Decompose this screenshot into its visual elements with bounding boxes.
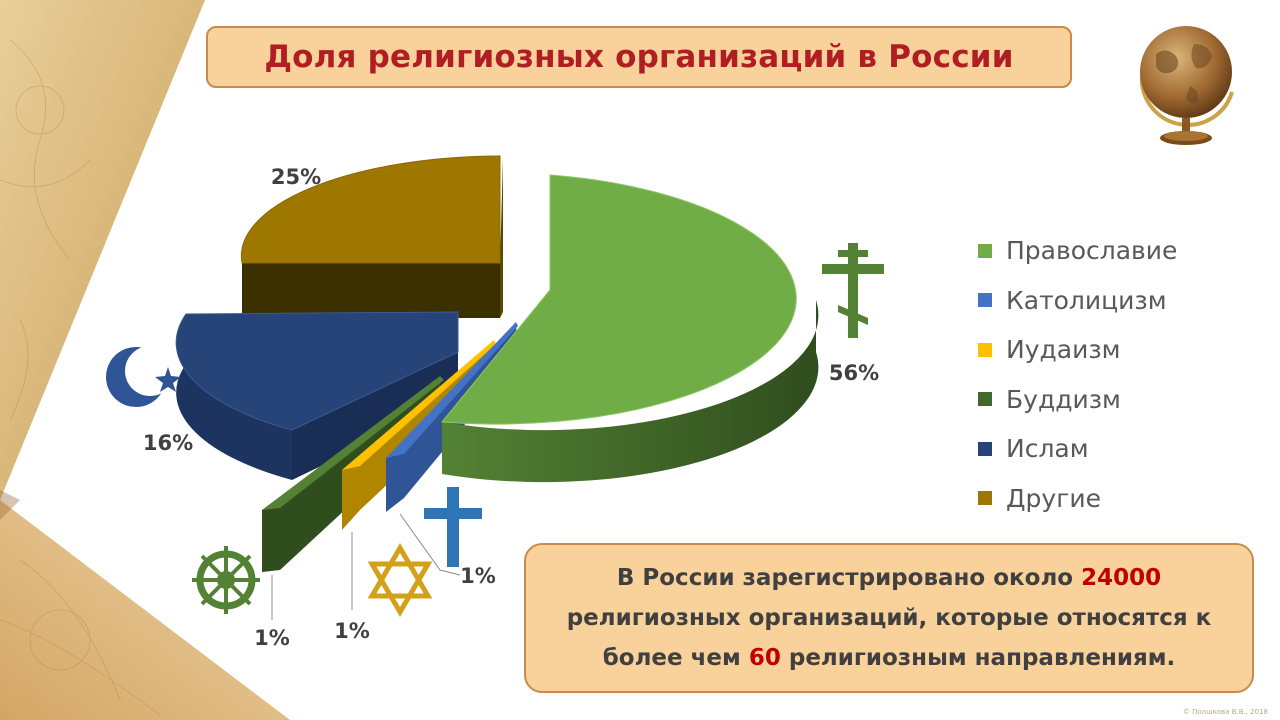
organizations-count: 24000 [1081, 565, 1162, 591]
legend-swatch [978, 243, 992, 258]
legend-item-drugie: Другие [978, 474, 1177, 524]
info-text-part1: В России зарегистрировано около [616, 565, 1082, 591]
leader-lines [271, 513, 461, 620]
data-label-buddhism: 1% [254, 626, 290, 650]
info-text: В России зарегистрировано около 24000 ре… [526, 558, 1252, 678]
title-banner: Доля религиозных организаций в России [206, 26, 1072, 88]
data-label-islam: 16% [143, 431, 193, 455]
directions-count: 60 [748, 645, 781, 671]
dharma-wheel-icon [192, 546, 260, 614]
copyright-text: © Полшкова В.В., 2018 [1182, 708, 1268, 716]
page-title: Доля религиозных организаций в России [264, 39, 1014, 75]
data-label-drugie: 25% [271, 165, 321, 189]
globe-icon [1139, 26, 1234, 145]
legend-item-buddhism: Буддизм [978, 375, 1177, 425]
legend-swatch [978, 392, 992, 407]
slice-orthodoxy [441, 174, 819, 483]
legend-swatch [978, 441, 992, 456]
legend-swatch [978, 342, 992, 357]
data-label-catholicism: 1% [460, 564, 496, 588]
chart-legend: Православие Католицизм Иудаизм Буддизм И… [978, 226, 1177, 523]
legend-label: Католицизм [1006, 285, 1167, 315]
legend-swatch [978, 293, 992, 308]
legend-label: Иудаизм [1006, 335, 1121, 365]
latin-cross-icon [424, 487, 482, 567]
legend-item-judaism: Иудаизм [978, 325, 1177, 375]
info-text-part2: религиозных организаций, которые относят… [566, 605, 1212, 671]
legend-label: Православие [1006, 236, 1178, 266]
orthodox-cross-icon [822, 243, 884, 338]
legend-swatch [978, 491, 992, 506]
legend-item-islam: Ислам [978, 424, 1177, 474]
legend-item-orthodoxy: Православие [978, 226, 1177, 276]
info-text-part3: религиозным направлениям. [780, 645, 1176, 671]
slice-drugie [240, 155, 503, 318]
legend-label: Ислам [1006, 434, 1089, 464]
legend-item-catholicism: Католицизм [978, 276, 1177, 326]
star-of-david-icon [367, 543, 433, 617]
data-label-orthodoxy: 56% [829, 361, 879, 385]
slice-islam [175, 311, 459, 480]
legend-label: Буддизм [1006, 384, 1121, 414]
legend-label: Другие [1006, 483, 1101, 513]
data-label-judaism: 1% [334, 619, 370, 643]
crescent-star-icon [106, 346, 181, 407]
info-box: В России зарегистрировано около 24000 ре… [524, 543, 1254, 693]
